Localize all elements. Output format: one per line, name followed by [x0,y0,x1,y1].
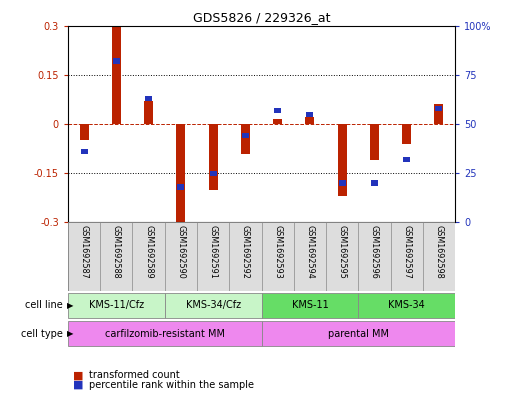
Text: percentile rank within the sample: percentile rank within the sample [89,380,254,390]
Bar [68,293,165,318]
Bar [165,293,262,318]
Bar [113,58,120,64]
Bar [306,112,313,117]
Bar [338,124,347,196]
Bar [79,124,88,140]
Bar [370,124,379,160]
Bar [144,101,153,124]
Text: KMS-34/Cfz: KMS-34/Cfz [186,300,241,310]
Text: cell line: cell line [25,300,63,310]
Bar [145,96,152,101]
Text: GSM1692593: GSM1692593 [273,224,282,278]
Bar [262,293,358,318]
Text: GSM1692588: GSM1692588 [112,224,121,278]
Text: transformed count: transformed count [89,370,180,380]
Text: KMS-34: KMS-34 [388,300,425,310]
Text: GSM1692590: GSM1692590 [176,224,185,278]
Bar [68,321,262,346]
Text: ▶: ▶ [67,301,73,310]
Text: GSM1692595: GSM1692595 [338,224,347,278]
Text: ▶: ▶ [67,329,73,338]
Bar [402,124,411,144]
Bar [338,180,346,185]
Bar [242,133,249,138]
Text: GSM1692594: GSM1692594 [305,224,314,278]
Text: GSM1692592: GSM1692592 [241,224,250,278]
Bar [358,293,455,318]
Text: carfilzomib-resistant MM: carfilzomib-resistant MM [105,329,225,339]
Text: cell type: cell type [21,329,63,339]
Bar [210,171,217,176]
Bar [177,184,185,189]
Text: ■: ■ [73,380,84,390]
Text: GSM1692596: GSM1692596 [370,224,379,278]
Bar [273,119,282,124]
Text: ■: ■ [73,370,84,380]
Title: GDS5826 / 229326_at: GDS5826 / 229326_at [193,11,330,24]
Bar [112,27,121,124]
Bar [435,106,442,111]
Text: GSM1692597: GSM1692597 [402,224,411,278]
Text: GSM1692598: GSM1692598 [435,224,444,278]
Text: KMS-11/Cfz: KMS-11/Cfz [89,300,144,310]
Bar [274,108,281,113]
Text: GSM1692589: GSM1692589 [144,224,153,278]
Bar [262,321,455,346]
Bar [209,124,218,189]
Bar [176,124,185,224]
Text: KMS-11: KMS-11 [291,300,328,310]
Bar [435,104,444,124]
Bar [81,149,88,154]
Text: GSM1692591: GSM1692591 [209,224,218,278]
Bar [371,180,378,185]
Bar [305,118,314,124]
Bar [403,157,410,162]
Text: GSM1692587: GSM1692587 [79,224,88,278]
Bar [241,124,250,154]
Text: parental MM: parental MM [328,329,389,339]
